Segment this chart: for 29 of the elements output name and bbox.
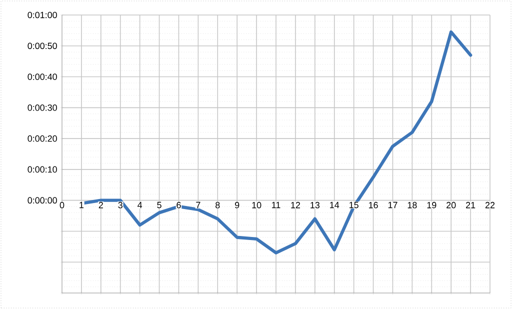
x-tick-label: 19: [427, 202, 436, 208]
x-tick-label: 20: [446, 202, 456, 208]
x-tick-label: 8: [216, 202, 220, 208]
x-tick-label: 2: [98, 202, 103, 208]
x-tick-label: 10: [252, 202, 262, 208]
x-tick-label: 4: [138, 202, 142, 208]
x-tick-label: 18: [408, 202, 417, 208]
y-tick-label: 0:00:20: [28, 135, 57, 142]
x-tick-label: 17: [388, 202, 398, 208]
x-tick-label: 7: [196, 202, 200, 208]
y-tick-label: 0:00:50: [28, 42, 57, 50]
y-tick-label: 0:00:40: [28, 74, 57, 80]
y-tick-label: 0:00:00: [28, 197, 57, 204]
x-tick-label: 22: [485, 202, 495, 208]
x-tick-label: 16: [368, 202, 378, 208]
x-tick-label: 3: [118, 202, 122, 208]
y-tick-label: 0:01:00: [28, 12, 57, 18]
x-tick-label: 13: [310, 202, 320, 208]
x-tick-label: 6: [176, 202, 181, 208]
x-tick-label: 12: [291, 202, 300, 208]
x-tick-label: 5: [157, 202, 162, 208]
x-tick-label: 1: [80, 202, 84, 208]
x-tick-label: 0: [60, 202, 64, 208]
x-tick-label: 14: [330, 202, 340, 208]
y-tick-label: 0:00:10: [28, 166, 57, 173]
x-tick-label: 21: [466, 202, 476, 208]
x-tick-label: 11: [272, 202, 280, 208]
y-tick-label: 0:00:30: [28, 104, 57, 111]
x-tick-label: 9: [235, 202, 240, 208]
